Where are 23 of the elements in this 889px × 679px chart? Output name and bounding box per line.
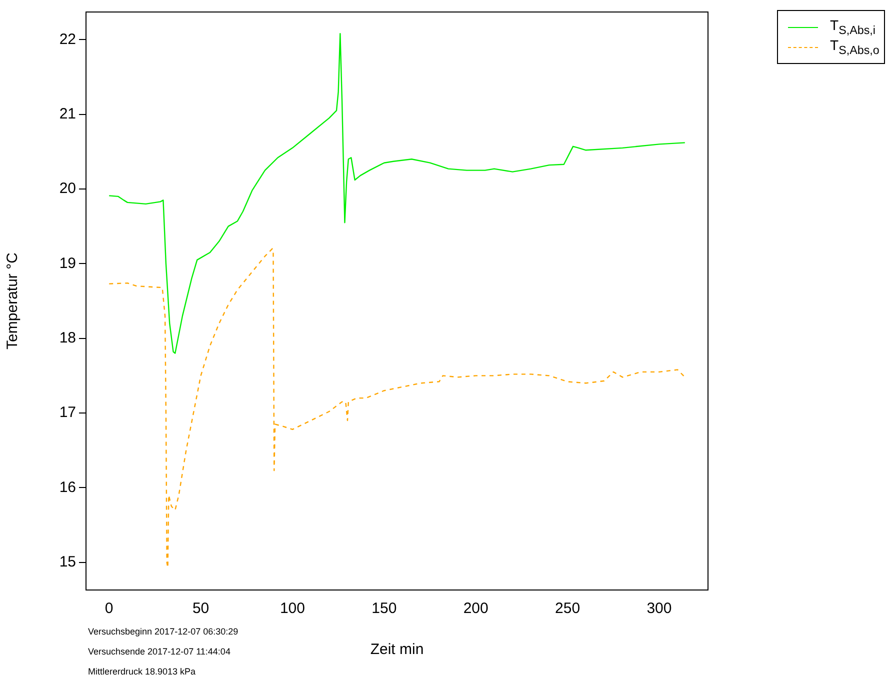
x-tick-label: 100 xyxy=(280,600,305,618)
line-series xyxy=(108,248,686,568)
y-tick-label: 16 xyxy=(59,478,76,496)
x-tick-label: 250 xyxy=(555,600,580,618)
x-tick-label: 50 xyxy=(192,600,210,618)
y-axis-title: Temperatur °C xyxy=(4,252,22,350)
text: Mittlererdruck 18.9013 kPa xyxy=(88,666,196,676)
x-tick-label: 0 xyxy=(104,600,114,618)
text: Versuchsende 2017-12-07 11:44:04 xyxy=(88,646,230,656)
y-tick-label: 20 xyxy=(59,180,76,198)
y-tick-label: 17 xyxy=(59,404,76,422)
y-tick-label: 19 xyxy=(59,254,76,272)
x-tick-label: 300 xyxy=(646,600,672,618)
y-tick-label: 22 xyxy=(59,30,76,48)
legend-label: T$_{S,Abs,i}$ xyxy=(830,17,876,37)
text: Versuchsbeginn 2017-12-07 06:30:29 xyxy=(88,626,238,636)
y-tick-label: 21 xyxy=(59,105,76,122)
x-tick-label: 150 xyxy=(372,600,397,618)
y-tick-label: 15 xyxy=(59,554,76,571)
x-tick-label: 200 xyxy=(463,600,488,618)
legend-label: T$_{S,Abs,o}$ xyxy=(830,37,880,57)
x-axis-title: Zeit min xyxy=(370,641,424,658)
y-tick-label: 18 xyxy=(59,329,76,346)
